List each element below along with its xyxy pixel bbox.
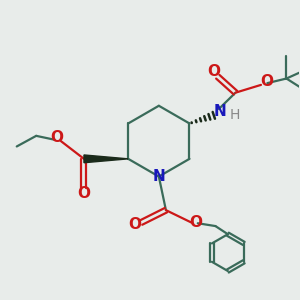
Text: O: O	[207, 64, 220, 79]
Text: O: O	[50, 130, 63, 145]
Text: O: O	[77, 186, 91, 201]
Text: H: H	[229, 108, 240, 122]
Text: N: N	[214, 104, 226, 119]
Text: O: O	[129, 217, 142, 232]
Text: O: O	[260, 74, 273, 89]
Polygon shape	[84, 155, 128, 163]
Text: O: O	[190, 215, 202, 230]
Text: N: N	[152, 169, 165, 184]
